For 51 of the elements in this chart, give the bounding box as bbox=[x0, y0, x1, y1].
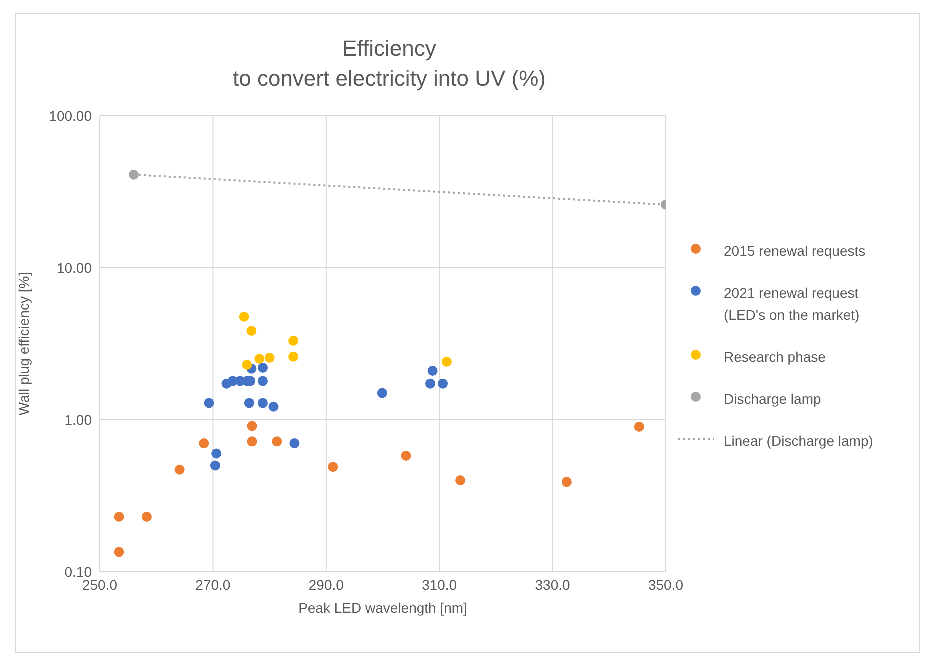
point bbox=[114, 547, 124, 558]
point bbox=[247, 436, 258, 447]
chart-title: Efficiency bbox=[342, 35, 438, 63]
legend-label: Discharge lamp bbox=[724, 390, 822, 409]
point bbox=[438, 378, 448, 389]
point bbox=[254, 354, 265, 364]
point bbox=[258, 362, 268, 373]
point bbox=[199, 438, 210, 449]
point bbox=[258, 398, 268, 408]
x-tick-label: 270.0 bbox=[196, 576, 231, 593]
point bbox=[239, 312, 250, 322]
y-tick-label: 1.00 bbox=[64, 412, 92, 428]
point bbox=[114, 512, 124, 522]
x-tick-label: 290.0 bbox=[308, 576, 344, 593]
y-axis-title: Wall plug efficiency [%] bbox=[16, 272, 32, 416]
point bbox=[246, 326, 257, 336]
point bbox=[174, 464, 185, 475]
point bbox=[272, 436, 282, 447]
point bbox=[442, 356, 452, 367]
point bbox=[204, 398, 214, 408]
chart-subtitle: to convert electricity into UV (%) bbox=[232, 65, 547, 93]
x-tick-label: 310.0 bbox=[422, 576, 458, 593]
x-tick-label: 330.0 bbox=[535, 576, 571, 593]
legend-label: 2021 renewal request (LED's on the market) bbox=[724, 284, 860, 325]
legend-label: 2015 renewal requests bbox=[724, 242, 866, 261]
point bbox=[634, 422, 644, 432]
y-tick-label: 100.00 bbox=[49, 108, 92, 124]
point bbox=[244, 398, 254, 408]
point bbox=[428, 366, 438, 376]
point bbox=[247, 421, 258, 432]
point bbox=[212, 448, 222, 459]
point bbox=[288, 352, 299, 362]
point bbox=[426, 378, 436, 389]
point bbox=[210, 460, 220, 471]
point bbox=[562, 477, 572, 488]
point bbox=[456, 475, 466, 486]
point bbox=[258, 376, 268, 386]
point bbox=[328, 462, 338, 472]
point bbox=[290, 438, 300, 449]
point bbox=[288, 336, 299, 346]
point bbox=[242, 360, 252, 370]
y-tick-label: 10.00 bbox=[56, 260, 92, 276]
legend-label: Research phase bbox=[724, 348, 826, 367]
point bbox=[264, 352, 275, 363]
x-tick-label: 350.0 bbox=[648, 576, 684, 593]
point bbox=[268, 402, 279, 412]
point bbox=[401, 450, 412, 461]
point bbox=[377, 388, 388, 398]
legend-label: Linear (Discharge lamp) bbox=[724, 432, 874, 451]
x-axis-title: Peak LED wavelength [nm] bbox=[298, 600, 468, 616]
point bbox=[142, 512, 152, 522]
